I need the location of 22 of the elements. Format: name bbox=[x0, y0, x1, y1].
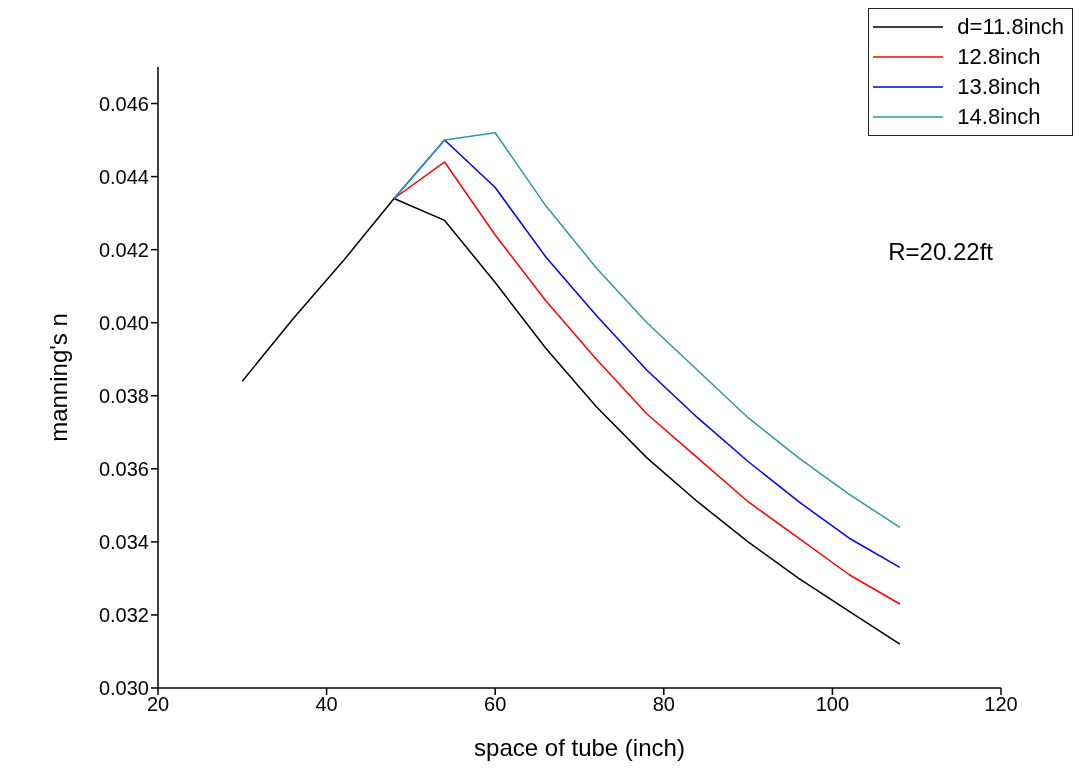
x-tick-label: 40 bbox=[315, 693, 338, 716]
y-tick-label: 0.032 bbox=[98, 604, 149, 627]
y-tick-label: 0.042 bbox=[98, 238, 149, 261]
legend-label: 12.8inch bbox=[957, 44, 1041, 70]
y-axis-title: manning's n bbox=[44, 313, 72, 442]
x-tick-label: 60 bbox=[484, 693, 507, 716]
y-tick-label: 0.040 bbox=[98, 311, 149, 334]
x-tick-label: 20 bbox=[146, 693, 170, 716]
legend-label: d=11.8inch bbox=[957, 14, 1064, 40]
x-tick-label: 120 bbox=[984, 693, 1018, 716]
legend-label: 14.8inch bbox=[957, 104, 1041, 130]
y-tick-label: 0.030 bbox=[98, 677, 149, 700]
y-tick-label: 0.038 bbox=[98, 384, 149, 407]
x-tick-label: 100 bbox=[815, 693, 850, 716]
y-tick-label: 0.044 bbox=[98, 165, 149, 188]
annotation: R=20.22ft bbox=[888, 238, 993, 266]
x-tick-label: 80 bbox=[652, 693, 675, 716]
y-tick-label: 0.034 bbox=[98, 530, 149, 553]
x-axis-title: space of tube (inch) bbox=[474, 734, 685, 761]
y-tick-label: 0.036 bbox=[98, 457, 149, 480]
y-tick-label: 0.046 bbox=[98, 92, 149, 115]
legend-label: 13.8inch bbox=[957, 74, 1041, 100]
